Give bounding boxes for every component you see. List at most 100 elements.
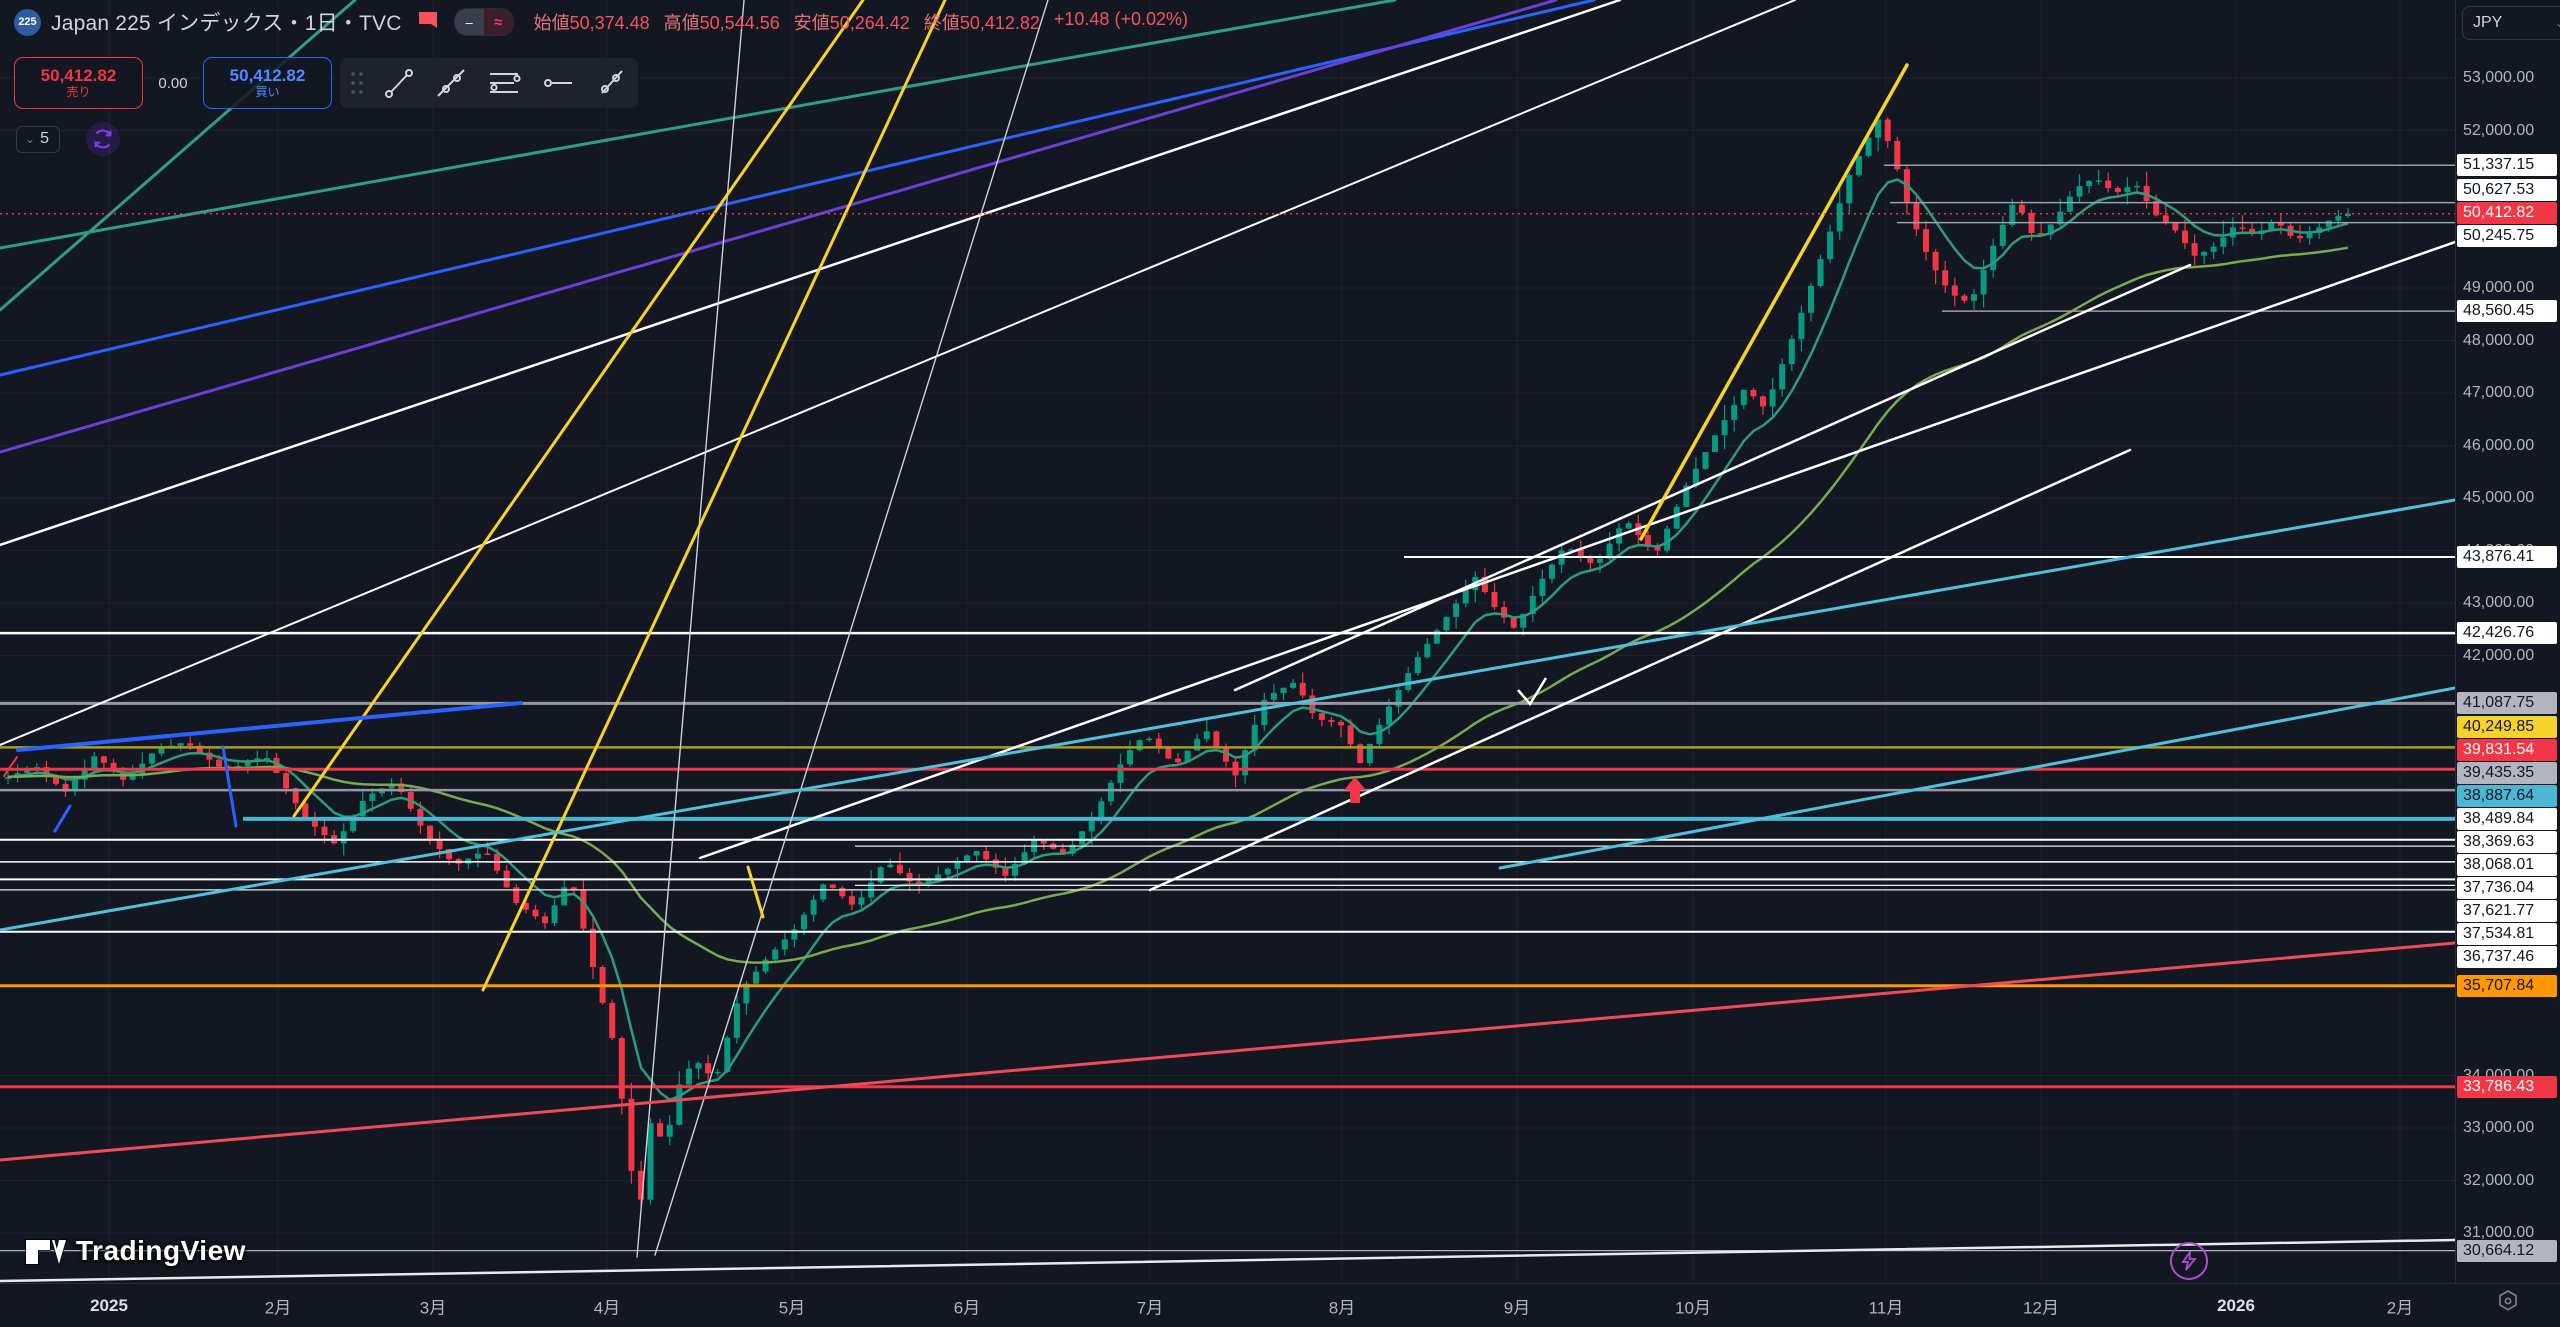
time-tick[interactable]: 10月 xyxy=(1675,1298,1711,1318)
buy-price: 50,412.82 xyxy=(229,66,306,85)
price-tick: 52,000.00 xyxy=(2463,121,2535,139)
tradingview-logo[interactable]: TradingView xyxy=(24,1232,246,1270)
level-price-label[interactable]: 51,337.15 xyxy=(2457,154,2557,177)
symbol-logo[interactable]: 225 xyxy=(14,8,41,36)
price-chart[interactable] xyxy=(0,0,2455,1283)
time-tick[interactable]: 3月 xyxy=(419,1298,447,1318)
time-tick[interactable]: 2025 xyxy=(90,1296,128,1315)
time-tick[interactable]: 4月 xyxy=(593,1298,621,1318)
time-tick[interactable]: 9月 xyxy=(1503,1298,1531,1318)
current-price-label[interactable]: 50,412.82 xyxy=(2457,201,2557,224)
currency-selector[interactable]: JPY ⌄ xyxy=(2462,6,2560,40)
time-tick[interactable]: 8月 xyxy=(1328,1298,1356,1318)
symbol-title[interactable]: Japan 225 インデックス・1日・TVC xyxy=(51,12,402,35)
sell-label: 売り xyxy=(66,85,91,99)
buy-label: 買い xyxy=(255,85,280,99)
price-tick: 31,000.00 xyxy=(2463,1224,2535,1241)
price-axis[interactable]: 53,000.00 52,000.00 49,000.00 48,000.00 47,0… xyxy=(2455,0,2560,1283)
price-tick: 47,000.00 xyxy=(2463,384,2535,401)
interval-selector[interactable]: ⌄ 5 xyxy=(16,125,60,153)
time-tick[interactable]: 2月 xyxy=(2386,1298,2414,1318)
level-price-label[interactable]: 42,426.76 xyxy=(2457,622,2557,645)
price-tick: 43,000.00 xyxy=(2463,594,2535,611)
low-label: 安値 xyxy=(793,13,830,33)
change-value: +10.48 (+0.02%) xyxy=(1053,9,1188,29)
parallel-lines-icon[interactable] xyxy=(486,66,522,100)
level-price-label[interactable]: 35,707.84 xyxy=(2457,974,2557,997)
chevron-down-icon: ⌄ xyxy=(25,131,36,146)
axis-settings-gear-icon[interactable] xyxy=(2495,1288,2521,1319)
price-tick: 32,000.00 xyxy=(2463,1171,2535,1189)
level-price-label[interactable]: 36,737.46 xyxy=(2457,945,2557,968)
level-price-label[interactable]: 50,245.75 xyxy=(2457,224,2557,247)
sell-button[interactable]: 50,412.82 売り xyxy=(14,57,143,109)
level-price-label[interactable]: 43,876.41 xyxy=(2457,545,2557,568)
time-tick[interactable]: 7月 xyxy=(1136,1298,1164,1318)
level-price-label[interactable]: 33,786.43 xyxy=(2457,1075,2557,1098)
interval-value: 5 xyxy=(40,129,49,147)
minus-icon: – xyxy=(454,9,484,35)
time-tick[interactable]: 5月 xyxy=(778,1298,806,1318)
high-label: 高値 xyxy=(663,13,700,33)
candles-layer xyxy=(5,113,2351,1206)
level-price-label[interactable]: 41,087.75 xyxy=(2457,692,2557,715)
price-tick: 53,000.00 xyxy=(2463,69,2535,86)
check-marker[interactable] xyxy=(1517,677,1548,707)
levels-layer[interactable] xyxy=(0,164,2455,1252)
ray-line-icon[interactable] xyxy=(594,66,628,100)
sell-price: 50,412.82 xyxy=(40,66,117,85)
price-tick: 45,000.00 xyxy=(2463,489,2535,506)
level-price-label[interactable]: 38,489.84 xyxy=(2457,807,2557,830)
quick-trade-lightning-button[interactable] xyxy=(2170,1242,2208,1280)
interval-row: ⌄ 5 xyxy=(16,122,120,156)
flag-icon[interactable] xyxy=(418,11,438,33)
time-tick[interactable]: 11月 xyxy=(1868,1298,1904,1318)
arrow-up-marker[interactable] xyxy=(1344,777,1366,803)
spread-value: 0.00 xyxy=(158,74,188,92)
drag-handle-icon[interactable] xyxy=(350,70,364,96)
trend-line-icon[interactable] xyxy=(382,66,416,100)
level-price-label[interactable]: 50,627.53 xyxy=(2457,178,2557,201)
level-price-label[interactable]: 39,831.54 xyxy=(2457,738,2557,761)
level-price-label[interactable]: 38,887.64 xyxy=(2457,784,2557,807)
currency-value: JPY xyxy=(2473,14,2503,31)
level-price-label[interactable]: 37,736.04 xyxy=(2457,876,2557,899)
open-label: 始値 xyxy=(533,13,570,33)
tradingview-glyph-icon xyxy=(25,1239,67,1267)
ohlc-readout: 始値50,374.48 高値50,544.56 安値50,264.42 終値50… xyxy=(534,9,1188,35)
level-price-label[interactable]: 48,560.45 xyxy=(2457,300,2557,323)
price-tick: 48,000.00 xyxy=(2463,331,2535,349)
price-tick: 49,000.00 xyxy=(2463,279,2535,296)
level-price-label[interactable]: 37,534.81 xyxy=(2457,922,2557,945)
refresh-button[interactable] xyxy=(85,122,120,156)
high-value: 50,544.56 xyxy=(699,13,780,33)
level-price-label[interactable]: 38,369.63 xyxy=(2457,830,2557,853)
level-price-label[interactable]: 38,068.01 xyxy=(2457,853,2557,876)
bid-ask-toggle[interactable]: – ≈ xyxy=(453,8,514,36)
drawing-toolbar[interactable] xyxy=(340,58,638,108)
time-tick[interactable]: 12月 xyxy=(2023,1298,2059,1318)
extended-line-icon[interactable] xyxy=(434,66,468,100)
time-tick[interactable]: 2月 xyxy=(264,1298,292,1318)
level-price-label[interactable]: 37,621.77 xyxy=(2457,899,2557,922)
horizontal-ray-icon[interactable] xyxy=(540,66,576,100)
time-tick[interactable]: 2026 xyxy=(2217,1296,2255,1315)
refresh-icon xyxy=(94,129,112,149)
low-value: 50,264.42 xyxy=(829,13,910,33)
lightning-icon xyxy=(2181,1251,2197,1271)
tradingview-wordmark: TradingView xyxy=(76,1235,246,1266)
buy-button[interactable]: 50,412.82 買い xyxy=(203,57,332,109)
level-price-label[interactable]: 40,249.85 xyxy=(2457,715,2557,738)
time-tick[interactable]: 6月 xyxy=(953,1298,981,1318)
price-tick: 33,000.00 xyxy=(2463,1119,2535,1136)
chevron-down-icon: ⌄ xyxy=(2554,16,2560,30)
time-axis[interactable]: 2025 2月 3月 4月 5月 6月 7月 8月 9月 10月 11月 12月 2026 2月 xyxy=(0,1283,2560,1327)
open-value: 50,374.48 xyxy=(569,13,650,33)
trendlines-layer[interactable] xyxy=(0,0,2455,1283)
price-tick: 42,000.00 xyxy=(2463,646,2535,664)
level-price-label[interactable]: 39,435.35 xyxy=(2457,761,2557,784)
close-value: 50,412.82 xyxy=(959,13,1040,33)
ma-line xyxy=(7,178,2349,1101)
level-price-label[interactable]: 30,664.12 xyxy=(2457,1239,2557,1262)
